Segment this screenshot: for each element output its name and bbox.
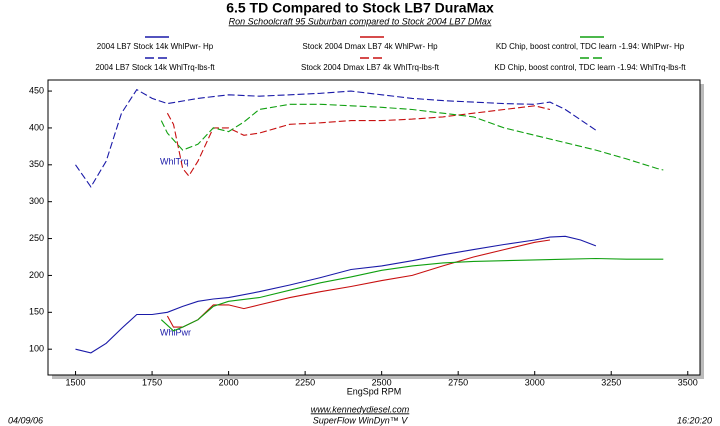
x-tick-label: 1500 bbox=[66, 377, 86, 387]
y-tick-label: 300 bbox=[29, 196, 44, 206]
y-tick-label: 400 bbox=[29, 122, 44, 132]
x-tick-label: 2750 bbox=[448, 377, 468, 387]
footer-url: www.kennedydiesel.com bbox=[311, 404, 410, 414]
legend-label: Stock 2004 Dmax LB7 4k WhlPwr- Hp bbox=[302, 42, 438, 51]
y-tick-label: 250 bbox=[29, 233, 44, 243]
annotation: WhlTrq bbox=[160, 156, 189, 166]
chart-subtitle: Ron Schoolcraft 95 Suburban compared to … bbox=[229, 16, 492, 26]
x-axis-label: EngSpd RPM bbox=[347, 386, 402, 396]
x-tick-label: 2000 bbox=[219, 377, 239, 387]
series-line bbox=[160, 257, 664, 332]
series-line bbox=[160, 103, 664, 171]
plot-area bbox=[47, 79, 701, 376]
legend-label: KD Chip, boost control, TDC learn -1.94:… bbox=[496, 42, 685, 51]
series-line bbox=[166, 105, 551, 177]
legend-label: 2004 LB7 Stock 14k WhlTrq-lbs-ft bbox=[95, 63, 215, 72]
footer-date: 04/09/06 bbox=[8, 415, 43, 425]
y-tick-label: 150 bbox=[29, 307, 44, 317]
y-tick-label: 100 bbox=[29, 344, 44, 354]
annotation: WhlPwr bbox=[160, 327, 191, 337]
y-tick-label: 450 bbox=[29, 85, 44, 95]
x-tick-label: 2250 bbox=[295, 377, 315, 387]
y-tick-label: 350 bbox=[29, 159, 44, 169]
series-line bbox=[75, 235, 597, 354]
footer-software: SuperFlow WinDyn™ V bbox=[313, 415, 408, 425]
y-tick-label: 200 bbox=[29, 270, 44, 280]
legend-label: KD Chip, boost control, TDC learn -1.94:… bbox=[494, 63, 686, 72]
x-tick-label: 2500 bbox=[372, 377, 392, 387]
x-tick-label: 3250 bbox=[601, 377, 621, 387]
legend-label: Stock 2004 Dmax LB7 4k WhlTrq-lbs-ft bbox=[301, 63, 440, 72]
series-line bbox=[75, 88, 597, 188]
x-tick-label: 1750 bbox=[142, 377, 162, 387]
legend-label: 2004 LB7 Stock 14k WhlPwr- Hp bbox=[97, 42, 214, 51]
x-tick-label: 3000 bbox=[525, 377, 545, 387]
chart-title: 6.5 TD Compared to Stock LB7 DuraMax bbox=[226, 0, 494, 16]
footer-time: 16:20:20 bbox=[677, 415, 712, 425]
x-tick-label: 3500 bbox=[678, 377, 698, 387]
